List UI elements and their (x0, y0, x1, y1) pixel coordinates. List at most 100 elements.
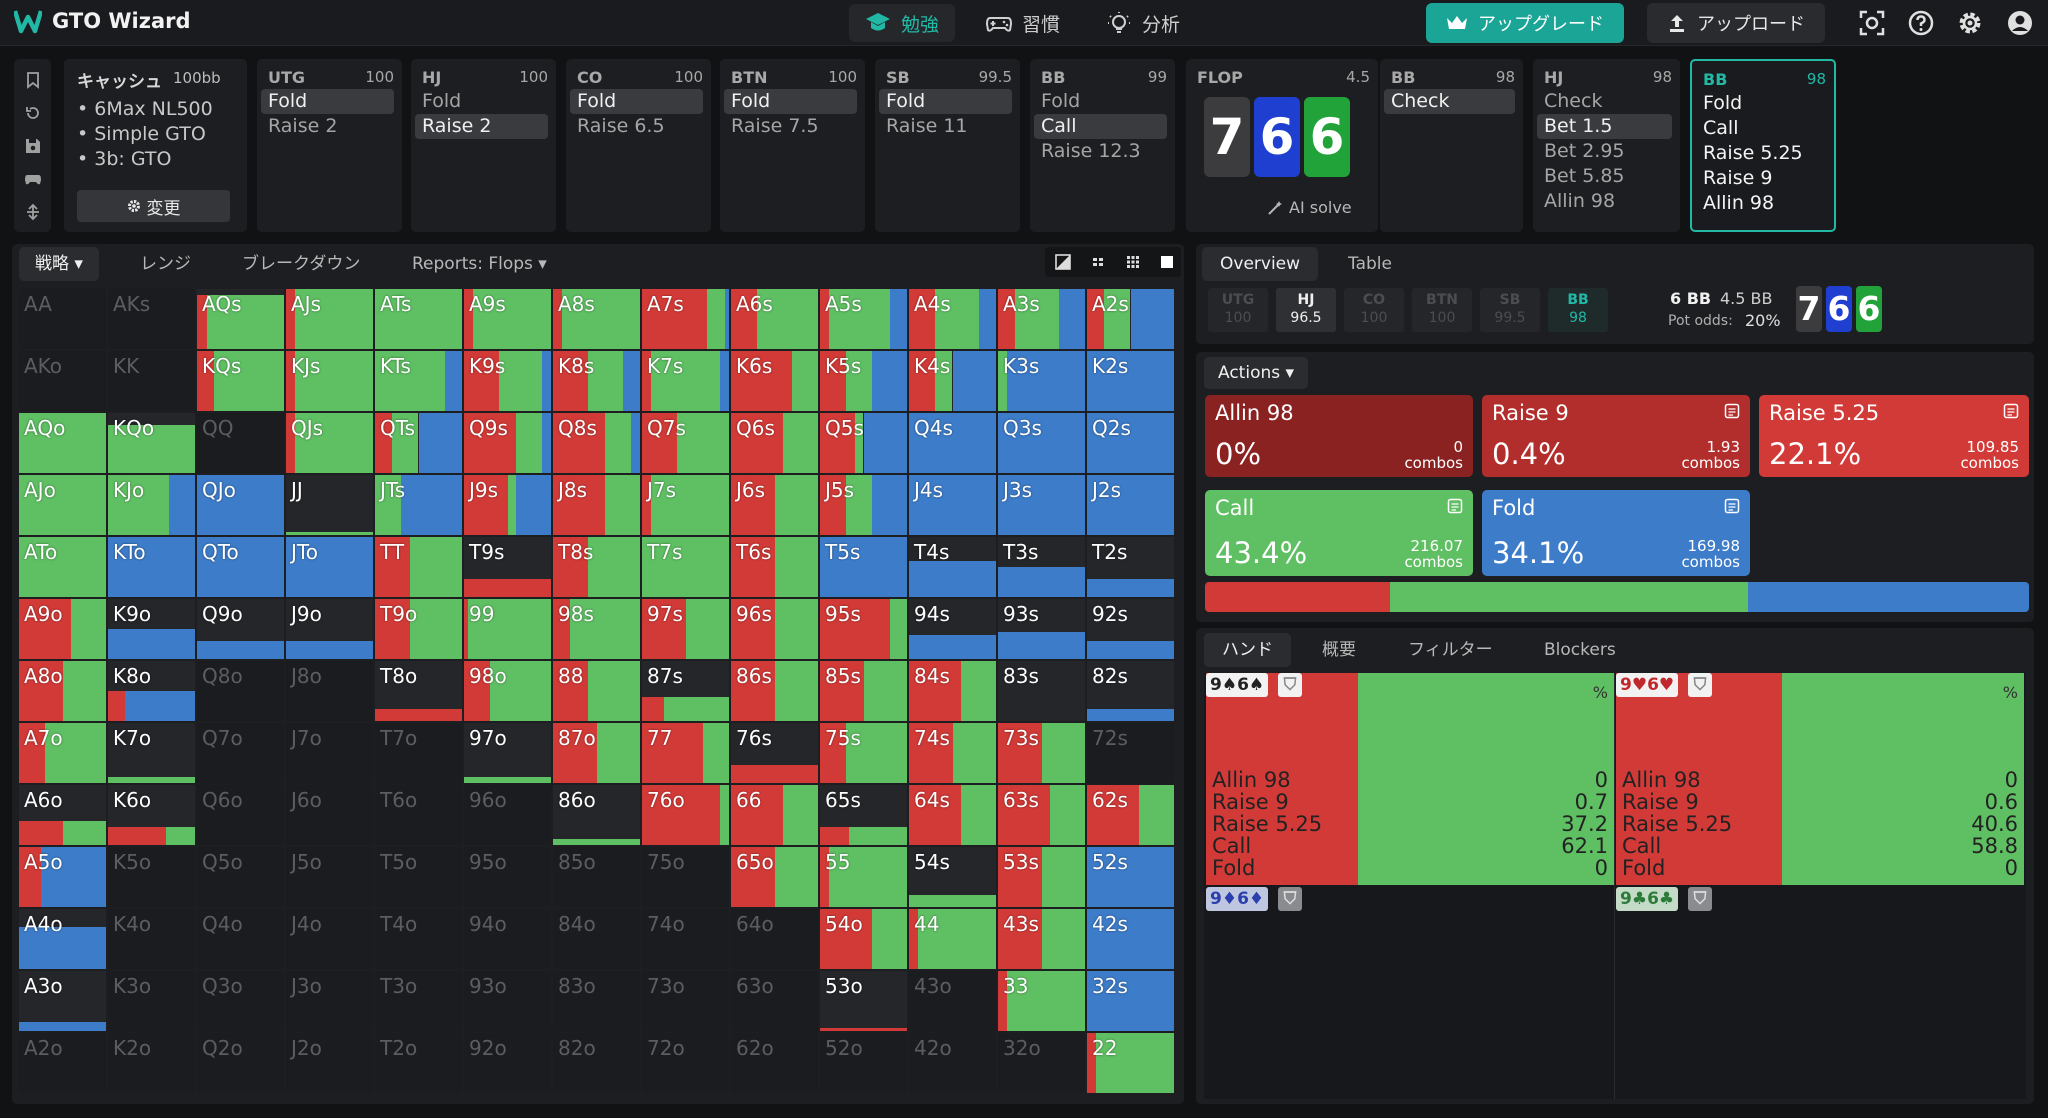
hand-cell[interactable]: T2s (1087, 537, 1174, 597)
hand-cell[interactable]: Q9s (464, 413, 551, 473)
ai-solve-button[interactable]: AI solve (1267, 198, 1352, 217)
hand-cell[interactable]: 75s (820, 723, 907, 783)
hand-cell[interactable]: Q8s (553, 413, 640, 473)
hand-cell[interactable]: J7o (286, 723, 373, 783)
hand-cell[interactable]: J6s (731, 475, 818, 535)
hand-cell[interactable]: J4s (909, 475, 996, 535)
hand-strategy-card[interactable]: 9♥6♥ ⛉% Allin 98 Raise 9 Raise 5.25 Call Fold 0… (1616, 673, 2024, 885)
hand-cell[interactable]: T7s (642, 537, 729, 597)
action-option[interactable]: Bet 1.5 (1537, 114, 1672, 139)
hand-cell[interactable]: A4s (909, 289, 996, 349)
position-btn[interactable]: BTN 100 (1412, 288, 1472, 332)
hand-cell[interactable]: AQo (19, 413, 106, 473)
hand-cell[interactable]: KQs (197, 351, 284, 411)
hand-cell[interactable]: QTs (375, 413, 462, 473)
hand-cell[interactable]: 76o (642, 785, 729, 845)
action-card-raise-5-25[interactable]: Raise 5.25 22.1% 109.85 combos (1759, 395, 2029, 477)
hand-cell[interactable]: 33 (998, 971, 1085, 1031)
hand-cell[interactable]: 97s (642, 599, 729, 659)
hand-cell[interactable]: J9s (464, 475, 551, 535)
hand-cell[interactable]: KQo (108, 413, 195, 473)
tab-overview[interactable]: Overview (1202, 247, 1319, 281)
hand-cell[interactable]: 73o (642, 971, 729, 1031)
gamepad-small-icon[interactable] (24, 170, 42, 188)
hand-cell[interactable]: 22 (1087, 1033, 1174, 1093)
hand-cell[interactable]: 96o (464, 785, 551, 845)
hand-cell[interactable]: AJo (19, 475, 106, 535)
action-option[interactable]: Call (1703, 117, 1739, 139)
action-option[interactable]: Raise 9 (1703, 167, 1773, 189)
change-button[interactable]: 変更 (77, 190, 230, 222)
hand-cell[interactable]: A2o (19, 1033, 106, 1093)
hand-cell[interactable]: T3s (998, 537, 1085, 597)
tab-strategy[interactable]: 戦略 ▾ (19, 247, 99, 281)
hand-cell[interactable]: 32s (1087, 971, 1174, 1031)
tab-reports[interactable]: Reports: Flops ▾ (412, 254, 547, 274)
hand-cell[interactable]: A9o (19, 599, 106, 659)
hand-cell[interactable]: 84s (909, 661, 996, 721)
settings-gear-icon[interactable] (1956, 9, 1984, 37)
hand-cell[interactable]: 54o (820, 909, 907, 969)
hand-cell[interactable]: Q7o (197, 723, 284, 783)
tab-breakdown[interactable]: ブレークダウン (226, 247, 376, 281)
upgrade-button[interactable]: アップグレード (1426, 3, 1624, 43)
hand-cell[interactable]: K9o (108, 599, 195, 659)
hand-cell[interactable]: AJs (286, 289, 373, 349)
tab-table[interactable]: Table (1330, 247, 1410, 281)
hand-cell[interactable]: 74s (909, 723, 996, 783)
hand-cell[interactable]: 44 (909, 909, 996, 969)
hand-cell[interactable]: A3o (19, 971, 106, 1031)
hand-cell[interactable]: J8s (553, 475, 640, 535)
hand-cell[interactable]: K4o (108, 909, 195, 969)
hand-cell[interactable]: 92o (464, 1033, 551, 1093)
hand-cell[interactable]: A9s (464, 289, 551, 349)
position-sb[interactable]: SB 99.5 (1480, 288, 1540, 332)
hand-cell[interactable]: K6s (731, 351, 818, 411)
action-option[interactable]: Check (1544, 90, 1603, 112)
hand-cell[interactable]: Q2o (197, 1033, 284, 1093)
hand-cell[interactable]: J8o (286, 661, 373, 721)
hand-cell[interactable]: 82o (553, 1033, 640, 1093)
hand-cell[interactable]: 66 (731, 785, 818, 845)
action-option[interactable]: Raise 5.25 (1703, 142, 1803, 164)
hand-cell[interactable]: 77 (642, 723, 729, 783)
hand-cell[interactable]: Q6o (197, 785, 284, 845)
hand-cell[interactable]: 42o (909, 1033, 996, 1093)
hand-cell[interactable]: T3o (375, 971, 462, 1031)
position-bb[interactable]: BB 98 (1548, 288, 1608, 332)
blocker-shield-icon[interactable]: ⛉ (1688, 887, 1712, 911)
hand-cell[interactable]: T8o (375, 661, 462, 721)
hand-cell[interactable]: J4o (286, 909, 373, 969)
action-option[interactable]: Fold (570, 89, 703, 114)
hand-cell[interactable]: K8s (553, 351, 640, 411)
hand-cell[interactable]: 98o (464, 661, 551, 721)
contrast-icon[interactable] (1055, 254, 1071, 270)
compact-icon[interactable] (1090, 254, 1106, 270)
hand-cell[interactable]: 86o (553, 785, 640, 845)
action-option[interactable]: Raise 2 (415, 114, 548, 139)
hand-cell[interactable]: K8o (108, 661, 195, 721)
hand-cell[interactable]: A7s (642, 289, 729, 349)
hand-cell[interactable]: 98s (553, 599, 640, 659)
hand-cell[interactable]: 53o (820, 971, 907, 1031)
hand-cell[interactable]: 52o (820, 1033, 907, 1093)
hand-cell[interactable]: Q3s (998, 413, 1085, 473)
hand-cell[interactable]: KJs (286, 351, 373, 411)
nav-analyze[interactable]: 分析 (1090, 4, 1196, 42)
hand-cell[interactable]: T5o (375, 847, 462, 907)
hand-cell[interactable]: J6o (286, 785, 373, 845)
hand-cell[interactable]: 72s (1087, 723, 1174, 783)
hand-cell[interactable]: TT (375, 537, 462, 597)
hand-cell[interactable]: QTo (197, 537, 284, 597)
hand-cell[interactable]: K3s (998, 351, 1085, 411)
action-option[interactable]: Fold (422, 90, 462, 112)
tab-hand[interactable]: ハンド (1204, 633, 1291, 667)
hand-cell[interactable]: 62s (1087, 785, 1174, 845)
hand-cell[interactable]: 75o (642, 847, 729, 907)
hand-cell[interactable]: J3s (998, 475, 1085, 535)
upload-button[interactable]: アップロード (1647, 3, 1825, 43)
hand-cell[interactable]: A5o (19, 847, 106, 907)
hand-cell[interactable]: 92s (1087, 599, 1174, 659)
action-option[interactable]: Call (1034, 114, 1167, 139)
hand-cell[interactable]: 65o (731, 847, 818, 907)
